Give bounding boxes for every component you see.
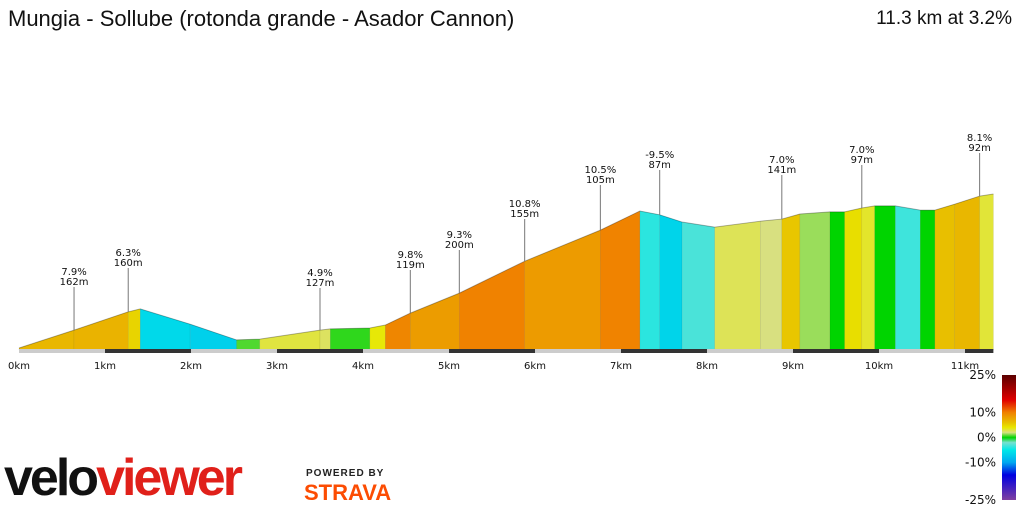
climb-summary: 11.3 km at 3.2% (876, 8, 1012, 29)
gradient-segment (140, 308, 191, 351)
annotation-length: 92m (968, 143, 990, 154)
km-bar-segment (363, 349, 449, 353)
x-tick-label: 8km (696, 361, 718, 372)
gradient-segment (600, 210, 641, 351)
annotation-length: 141m (767, 165, 796, 176)
gradient-segment (73, 311, 129, 351)
annotation-gradient: 6.3% (116, 248, 141, 259)
annotation-gradient: -9.5% (645, 150, 674, 161)
gradient-segment (459, 260, 525, 351)
x-tick-label: 5km (438, 361, 460, 372)
gradient-segment (259, 329, 321, 351)
x-tick-label: 1km (94, 361, 116, 372)
km-bar-segment (879, 349, 965, 353)
gradient-segment (954, 195, 980, 351)
gradient-segment (681, 221, 715, 351)
gradient-segment (874, 205, 896, 351)
legend-label: 0% (977, 431, 996, 445)
powered-by-label: POWERED BY (306, 468, 385, 479)
x-tick-label: 2km (180, 361, 202, 372)
gradient-segment (844, 207, 863, 351)
annotation-gradient: 7.0% (849, 145, 874, 156)
x-tick-label: 3km (266, 361, 288, 372)
annotation-length: 127m (306, 278, 335, 289)
gradient-segment (799, 211, 831, 351)
annotation-gradient: 7.0% (769, 155, 794, 166)
chart-title: Mungia - Sollube (rotonda grande - Asado… (8, 6, 515, 31)
km-bar-segment (707, 349, 793, 353)
annotation-gradient: 7.9% (61, 267, 86, 278)
km-bar-segment (105, 349, 191, 353)
gradient-segment (524, 229, 601, 351)
gradient-segment (319, 328, 331, 351)
annotation-gradient: 9.3% (447, 230, 472, 241)
veloviewer-logo: veloviewer (4, 449, 243, 507)
gradient-segment (330, 327, 371, 351)
x-tick-label: 4km (352, 361, 374, 372)
legend-label: 10% (969, 406, 996, 420)
annotation-length: 97m (851, 155, 873, 166)
gradient-segment (639, 210, 660, 351)
gradient-segment (369, 324, 386, 351)
annotation-gradient: 9.8% (398, 250, 423, 261)
annotation-gradient: 10.5% (584, 165, 616, 176)
gradient-segment (236, 338, 261, 351)
gradient-segment (861, 205, 875, 351)
x-tick-label: 11km (951, 361, 979, 372)
gradient-segment (781, 213, 801, 351)
gradient-segment (829, 211, 845, 351)
profile-outline (18, 193, 994, 349)
gradient-segment (714, 220, 761, 351)
annotation-length: 200m (445, 240, 474, 251)
km-bar-segment (793, 349, 879, 353)
legend-label: -10% (965, 456, 996, 470)
km-bar-segment (277, 349, 363, 353)
km-bar-segment (965, 349, 994, 353)
annotation-length: 160m (114, 258, 143, 269)
gradient-segment (410, 292, 460, 351)
annotation-gradient: 4.9% (307, 268, 332, 279)
annotation-gradient: 8.1% (967, 133, 992, 144)
x-tick-label: 6km (524, 361, 546, 372)
x-tick-label: 9km (782, 361, 804, 372)
strava-logo: STRAVA (304, 480, 392, 505)
km-bar-segment (535, 349, 621, 353)
legend-label: -25% (965, 493, 996, 507)
x-tick-label: 0km (8, 361, 30, 372)
km-bar-segment (449, 349, 535, 353)
gradient-segment (934, 203, 955, 351)
annotation-length: 87m (648, 160, 670, 171)
x-tick-label: 10km (865, 361, 893, 372)
annotation-length: 105m (586, 175, 615, 186)
km-bar-segment (191, 349, 277, 353)
legend-label: 25% (969, 368, 996, 382)
annotation-length: 162m (60, 277, 89, 288)
km-bar-segment (621, 349, 707, 353)
annotation-length: 119m (396, 260, 425, 271)
gradient-segment (920, 209, 936, 351)
x-tick-label: 7km (610, 361, 632, 372)
gradient-segment (895, 205, 921, 351)
gradient-legend-bar (1002, 375, 1016, 500)
annotation-length: 155m (510, 209, 539, 220)
gradient-segment (760, 218, 783, 351)
gradient-segment (127, 308, 141, 351)
gradient-segment (979, 193, 994, 351)
km-bar-segment (19, 349, 105, 353)
annotation-gradient: 10.8% (509, 199, 541, 210)
gradient-segment (659, 214, 683, 351)
